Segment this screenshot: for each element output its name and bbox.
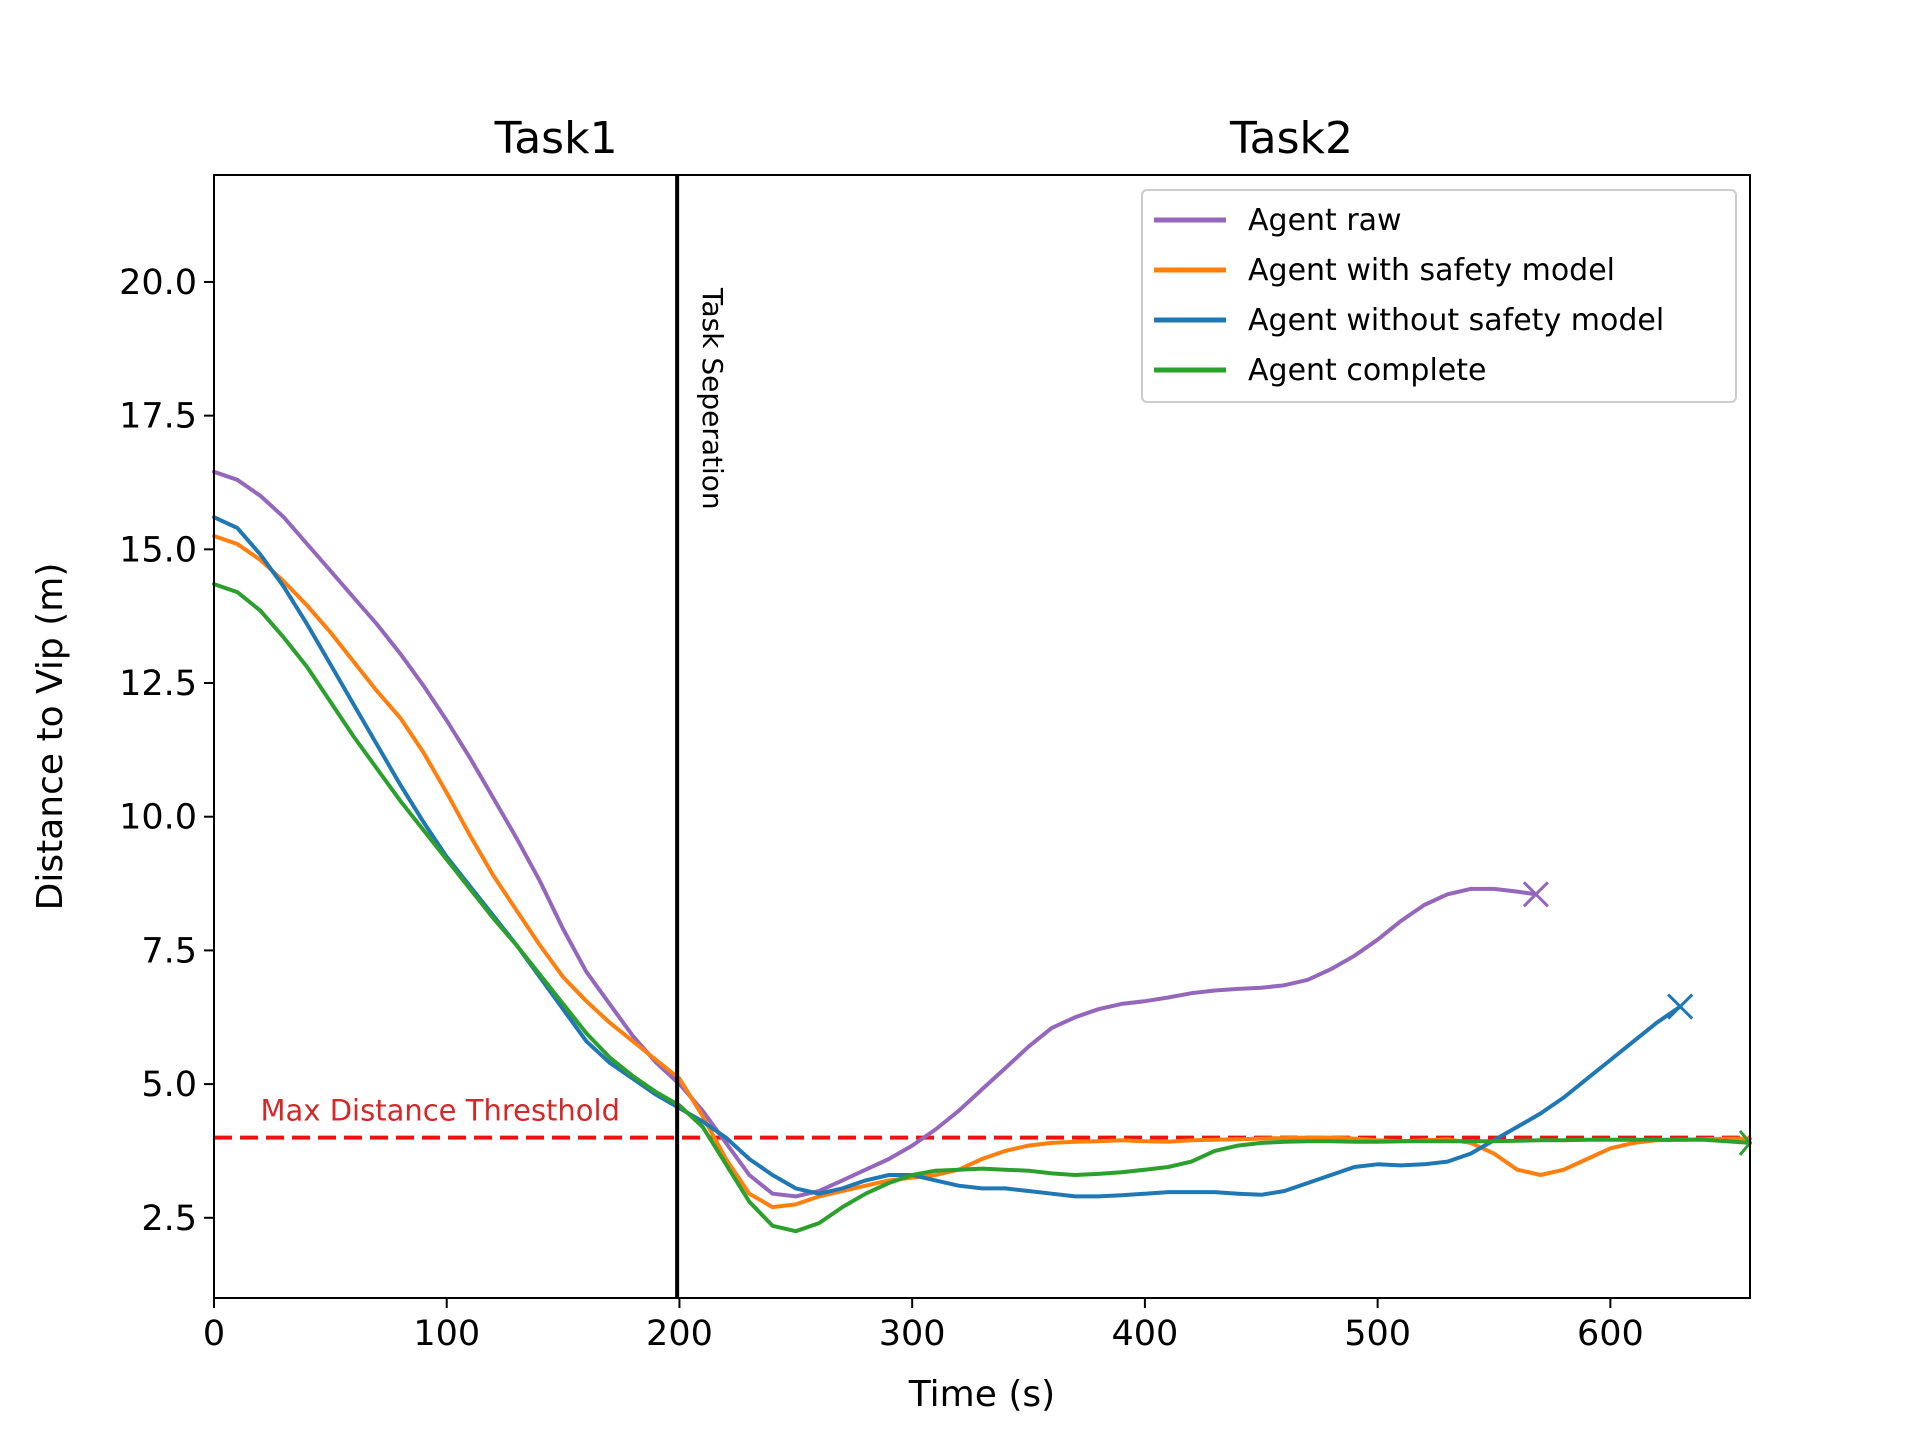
series-end-marker-0	[1522, 881, 1549, 908]
separator-group: Task Seperation	[675, 175, 729, 1298]
y-tick-label: 10.0	[119, 798, 197, 838]
section-label-1: Task2	[1229, 113, 1353, 164]
y-axis-label: Distance to Vip (m)	[30, 563, 71, 911]
x-tick-label: 200	[646, 1314, 713, 1354]
legend-label-1: Agent with safety model	[1248, 253, 1615, 288]
y-tick-label: 2.5	[141, 1199, 197, 1239]
x-tick-label: 0	[203, 1314, 225, 1354]
y-tick-label: 12.5	[119, 664, 197, 704]
legend-label-3: Agent complete	[1248, 353, 1486, 388]
series-line-0	[212, 469, 1538, 1199]
x-tick-label: 600	[1577, 1314, 1644, 1354]
series-line-3	[212, 582, 1752, 1234]
y-tick-label: 5.0	[141, 1065, 197, 1105]
y-tick-label: 20.0	[119, 263, 197, 303]
series-group	[212, 469, 1752, 1234]
x-tick-label: 400	[1112, 1314, 1179, 1354]
x-tick-label: 100	[413, 1314, 480, 1354]
series-end-marker-2	[1667, 993, 1694, 1020]
y-tick-label: 7.5	[141, 931, 197, 971]
x-axis: 0 100 200 300 400 500 600	[203, 1298, 1644, 1354]
legend-label-0: Agent raw	[1248, 203, 1402, 238]
section-label-0: Task1	[494, 113, 618, 164]
plot-frame	[213, 174, 1751, 1299]
y-axis: 2.5 5.0 7.5 10.0 12.5 15.0 17.5 20.0	[119, 263, 214, 1239]
legend-box	[1141, 189, 1737, 403]
marker-stroke	[1667, 993, 1694, 1020]
threshold-label: Max Distance Thresthold	[261, 1094, 620, 1128]
x-axis-label: Time (s)	[908, 1374, 1055, 1415]
series-line-1	[212, 534, 1752, 1210]
y-tick-label: 17.5	[119, 397, 197, 437]
legend: Agent raw Agent with safety model Agent wi…	[1141, 189, 1737, 403]
task-separation-label: Task Seperation	[696, 287, 729, 510]
section-labels: Task1 Task2	[494, 113, 1353, 164]
y-tick-label: 15.0	[119, 530, 197, 570]
threshold-group: Max Distance Thresthold	[214, 1094, 1750, 1140]
x-tick-label: 500	[1344, 1314, 1411, 1354]
marker-stroke	[1522, 881, 1549, 908]
x-tick-label: 300	[879, 1314, 946, 1354]
legend-label-2: Agent without safety model	[1248, 303, 1664, 338]
